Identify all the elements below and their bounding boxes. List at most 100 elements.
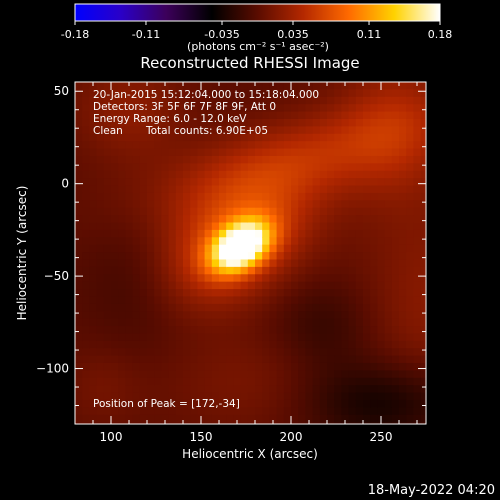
heatmap-cell	[197, 185, 206, 194]
heatmap-cell	[219, 399, 227, 408]
heatmap-cell	[168, 252, 177, 261]
heatmap-cell	[190, 111, 198, 120]
heatmap-cell	[233, 222, 242, 231]
heatmap-cell	[175, 148, 184, 157]
heatmap-cell	[298, 407, 306, 416]
heatmap-cell	[283, 303, 292, 312]
heatmap-cell	[348, 104, 357, 113]
heatmap-cell	[103, 303, 112, 312]
heatmap-cell	[283, 318, 292, 327]
heatmap-cell	[183, 111, 191, 120]
heatmap-cell	[211, 141, 220, 150]
heatmap-cell	[341, 362, 350, 371]
heatmap-cell	[161, 340, 170, 349]
heatmap-cell	[291, 89, 299, 98]
heatmap-cell	[161, 370, 170, 379]
heatmap-cell	[103, 259, 112, 268]
heatmap-cell	[82, 407, 90, 416]
heatmap-cell	[399, 200, 407, 209]
heatmap-cell	[355, 399, 364, 408]
heatmap-cell	[291, 111, 299, 120]
heatmap-cell	[305, 104, 314, 113]
heatmap-cell	[240, 244, 249, 253]
heatmap-cell	[125, 178, 134, 187]
heatmap-cell	[348, 89, 357, 98]
heatmap-cell	[82, 207, 90, 216]
heatmap-cell	[111, 141, 119, 150]
heatmap-cell	[384, 148, 393, 157]
heatmap-cell	[183, 89, 191, 98]
heatmap-cell	[219, 377, 227, 386]
heatmap-cell	[240, 118, 249, 127]
heatmap-cell	[298, 385, 306, 394]
heatmap-cell	[363, 96, 371, 105]
heatmap-cell	[75, 326, 83, 335]
heatmap-cell	[370, 333, 378, 342]
heatmap-cell	[370, 407, 378, 416]
heatmap-cell	[341, 326, 350, 335]
heatmap-cell	[391, 82, 400, 90]
heatmap-cell	[255, 303, 263, 312]
heatmap-cell	[204, 355, 213, 364]
heatmap-cell	[319, 82, 328, 90]
heatmap-cell	[399, 222, 407, 231]
heatmap-cell	[247, 82, 256, 90]
heatmap-cell	[183, 422, 191, 424]
heatmap-cell	[125, 237, 134, 246]
heatmap-cell	[103, 333, 112, 342]
heatmap-cell	[334, 185, 342, 194]
heatmap-cell	[334, 118, 342, 127]
heatmap-cell	[139, 126, 148, 135]
heatmap-cell	[334, 222, 342, 231]
heatmap-cell	[247, 385, 256, 394]
heatmap-cell	[327, 333, 335, 342]
heatmap-cell	[262, 141, 270, 150]
heatmap-cell	[190, 266, 198, 275]
heatmap-cell	[305, 170, 314, 179]
heatmap-cell	[406, 200, 414, 209]
heatmap-cell	[75, 296, 83, 305]
heatmap-cell	[204, 82, 213, 90]
heatmap-cell	[334, 399, 342, 408]
heatmap-cell	[384, 178, 393, 187]
heatmap-cell	[406, 215, 414, 224]
heatmap-cell	[204, 148, 213, 157]
heatmap-cell	[111, 200, 119, 209]
heatmap-cell	[391, 215, 400, 224]
heatmap-cell	[327, 133, 335, 142]
heatmap-cell	[175, 422, 184, 424]
heatmap-cell	[240, 252, 249, 261]
heatmap-cell	[247, 244, 256, 253]
heatmap-cell	[175, 155, 184, 164]
heatmap-cell	[103, 266, 112, 275]
heatmap-cell	[139, 326, 148, 335]
heatmap-cell	[175, 259, 184, 268]
heatmap-cell	[341, 399, 350, 408]
heatmap-cell	[247, 96, 256, 105]
heatmap-cell	[183, 163, 191, 172]
heatmap-cell	[82, 266, 90, 275]
heatmap-cell	[197, 200, 206, 209]
heatmap-cell	[370, 303, 378, 312]
heatmap-cell	[183, 133, 191, 142]
heatmap-cell	[406, 192, 414, 201]
heatmap-cell	[283, 370, 292, 379]
heatmap-cell	[262, 244, 270, 253]
heatmap-cell	[319, 340, 328, 349]
heatmap-cell	[118, 141, 126, 150]
heatmap-cell	[111, 237, 119, 246]
heatmap-cell	[399, 82, 407, 90]
heatmap-cell	[190, 200, 198, 209]
heatmap-cell	[334, 111, 342, 120]
heatmap-cell	[103, 281, 112, 290]
heatmap-cell	[355, 289, 364, 298]
heatmap-cell	[139, 178, 148, 187]
heatmap-cell	[399, 362, 407, 371]
heatmap-cell	[96, 118, 105, 127]
heatmap-cell	[103, 392, 112, 401]
heatmap-cell	[219, 326, 227, 335]
heatmap-cell	[96, 200, 105, 209]
heatmap-cell	[204, 311, 213, 320]
heatmap-cell	[211, 370, 220, 379]
heatmap-cell	[197, 148, 206, 157]
